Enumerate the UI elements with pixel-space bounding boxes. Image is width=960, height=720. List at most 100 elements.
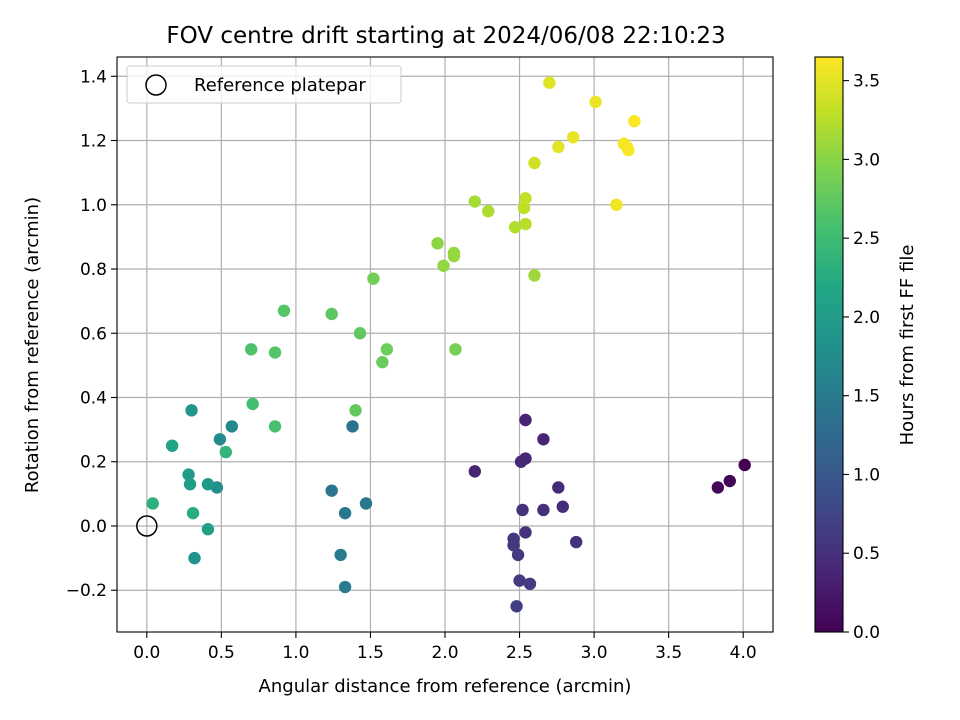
scatter-point <box>628 115 641 128</box>
scatter-point <box>513 574 526 587</box>
colorbar-tick-label: 3.0 <box>853 150 880 170</box>
scatter-point <box>567 131 580 144</box>
scatter-point <box>523 577 537 591</box>
scatter-point <box>338 506 352 520</box>
scatter-point <box>552 481 565 494</box>
colorbar-tick-label: 2.5 <box>853 229 880 249</box>
scatter-point <box>519 413 532 427</box>
scatter-point <box>711 481 725 494</box>
colorbar-tick-label: 0.0 <box>853 623 880 643</box>
x-tick-label: 3.5 <box>655 643 682 663</box>
scatter-point <box>246 397 259 411</box>
scatter-point <box>723 474 736 488</box>
plot-frame <box>116 56 774 633</box>
y-tick-label: 0.6 <box>80 324 107 344</box>
scatter-point <box>508 221 522 234</box>
scatter-point <box>186 506 200 520</box>
grid <box>117 57 773 632</box>
y-tick-label: 0.8 <box>80 260 107 280</box>
scatter-point <box>519 192 532 205</box>
reference-layer <box>136 515 158 537</box>
scatter-point <box>268 420 282 433</box>
x-tick-label: 0.0 <box>133 643 160 663</box>
scatter-point <box>589 95 602 109</box>
colorbar-tick-label: 0.5 <box>853 544 880 564</box>
x-tick-label: 0.5 <box>208 643 235 663</box>
scatter-point <box>528 156 541 170</box>
colorbar-label: Hours from first FF file <box>897 245 918 446</box>
scatter-point <box>556 500 569 513</box>
y-tick-label: 1.0 <box>80 196 107 216</box>
scatter-point <box>325 307 338 321</box>
scatter-point <box>468 465 482 478</box>
scatter-point <box>437 259 450 272</box>
scatter-point <box>277 304 291 317</box>
legend-box <box>126 65 402 104</box>
colorbar-gradient <box>815 57 843 632</box>
scatter-point <box>359 497 373 510</box>
x-axis-label: Angular distance from reference (arcmin) <box>259 676 632 697</box>
scatter-point <box>516 503 529 517</box>
legend-reference-marker <box>145 74 167 96</box>
scatter-point <box>537 433 550 446</box>
scatter-point <box>738 458 751 472</box>
scatter-point <box>188 551 201 565</box>
scatter-point <box>183 478 197 491</box>
legend: Reference platepar <box>126 65 402 104</box>
x-tick-label: 2.5 <box>506 643 533 663</box>
scatter-point <box>201 478 215 491</box>
scatter-point <box>468 195 482 208</box>
scatter-point <box>537 503 550 517</box>
scatter-point <box>165 439 179 452</box>
scatter-point <box>514 455 528 468</box>
x-tick-label: 1.5 <box>357 643 384 663</box>
y-tick-label: 0.2 <box>80 453 107 473</box>
scatter-point <box>353 327 367 340</box>
reference-platepar-marker <box>136 515 158 537</box>
scatter-point <box>380 343 394 356</box>
scatter-point <box>517 201 531 215</box>
y-tick-label: 0.4 <box>80 389 107 409</box>
scatter-point <box>543 76 556 89</box>
x-tick-label: 1.0 <box>282 643 309 663</box>
scatter-point <box>507 539 520 552</box>
y-tick-label: 0.0 <box>80 517 107 537</box>
scatter-point <box>511 548 525 562</box>
data-points <box>146 76 751 613</box>
scatter-point <box>334 548 347 562</box>
scatter-point <box>346 420 359 433</box>
scatter-point <box>185 404 198 417</box>
scatter-point <box>482 204 495 218</box>
scatter-point <box>528 269 541 282</box>
y-tick-label: −0.2 <box>66 581 107 601</box>
scatter-point <box>268 346 282 359</box>
scatter-point <box>622 143 635 157</box>
colorbar: 0.0 0.5 1.0 1.5 2.0 2.5 3.0 3.5 Hours from firs… <box>814 56 918 643</box>
scatter-point <box>338 580 352 594</box>
scatter-point <box>570 535 583 549</box>
scatter-point <box>325 484 338 497</box>
scatter-point <box>519 526 532 539</box>
y-tick-label: 1.2 <box>80 132 107 152</box>
scatter-point <box>447 249 461 263</box>
scatter-point <box>376 355 389 369</box>
y-axis-label: Rotation from reference (arcmin) <box>22 197 43 493</box>
chart-title: FOV centre drift starting at 2024/06/08 … <box>166 23 725 49</box>
x-tick-label: 2.0 <box>431 643 458 663</box>
x-tick-label: 3.0 <box>581 643 608 663</box>
colorbar-frame <box>814 56 844 633</box>
scatter-point <box>244 343 258 356</box>
scatter-point <box>182 468 195 481</box>
scatter-point <box>431 237 444 250</box>
scatter-point <box>367 272 380 285</box>
scatter-point <box>213 433 227 446</box>
colorbar-ticks: 0.0 0.5 1.0 1.5 2.0 2.5 3.0 3.5 <box>843 72 880 643</box>
colorbar-tick-label: 2.0 <box>853 308 880 328</box>
scatter-point <box>146 497 159 510</box>
scatter-point <box>219 445 233 459</box>
scatter-point <box>610 198 623 211</box>
axis-ticks: 0.0 0.5 1.0 1.5 2.0 2.5 3.0 3.5 4.0 −0.2 0.0 0.2 0.4… <box>66 67 757 663</box>
colorbar-tick-label: 1.0 <box>853 465 880 485</box>
scatter-point <box>519 217 532 231</box>
